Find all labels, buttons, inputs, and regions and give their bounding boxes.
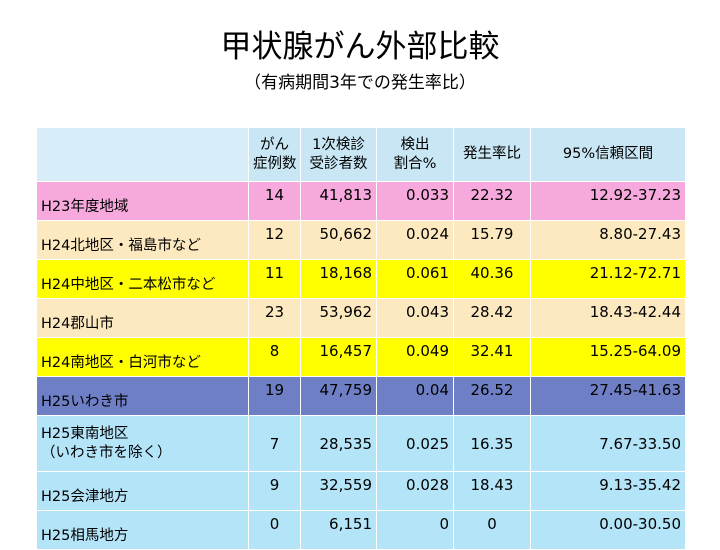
cell-detection-rate: 0: [376, 510, 454, 550]
cell-detection-rate: 0.028: [376, 471, 454, 511]
cell-confidence-interval: 9.13-35.42: [530, 471, 686, 511]
cell-detection-rate: 0.025: [376, 415, 454, 472]
cell-incidence-ratio: 15.79: [453, 220, 531, 260]
header-incidence-ratio: 発生率比: [453, 127, 531, 182]
cell-incidence-ratio: 40.36: [453, 259, 531, 299]
cell-confidence-interval: 0.00-30.50: [530, 510, 686, 550]
cell-examinees: 28,535: [300, 415, 377, 472]
cell-confidence-interval: 21.12-72.71: [530, 259, 686, 299]
cell-incidence-ratio: 16.35: [453, 415, 531, 472]
cell-confidence-interval: 7.67-33.50: [530, 415, 686, 472]
table-row: H24北地区・福島市など 12 50,662 0.024 15.79 8.80-27.43: [36, 220, 686, 260]
header-confidence-interval: 95%信頼区間: [530, 127, 686, 182]
cell-detection-rate: 0.04: [376, 376, 454, 416]
cell-confidence-interval: 18.43-42.44: [530, 298, 686, 338]
cell-incidence-ratio: 28.42: [453, 298, 531, 338]
cell-incidence-ratio: 18.43: [453, 471, 531, 511]
cell-cases: 11: [248, 259, 301, 299]
table-row: H24中地区・二本松市など 11 18,168 0.061 40.36 21.12-72.…: [36, 259, 686, 299]
cell-region: H25いわき市: [36, 376, 249, 416]
table-row: H25東南地区 （いわき市を除く） 7 28,535 0.025 16.35 7.67-33…: [36, 415, 686, 472]
comparison-table: がん 症例数 1次検診 受診者数 検出 割合% 発生率比 95%信頼区間 H23年度地…: [36, 127, 686, 550]
cell-incidence-ratio: 0: [453, 510, 531, 550]
cell-confidence-interval: 27.45-41.63: [530, 376, 686, 416]
cell-cases: 23: [248, 298, 301, 338]
header-detection-rate: 検出 割合%: [376, 127, 454, 182]
cell-detection-rate: 0.049: [376, 337, 454, 377]
cell-examinees: 18,168: [300, 259, 377, 299]
cell-detection-rate: 0.024: [376, 220, 454, 260]
table-row: H25会津地方 9 32,559 0.028 18.43 9.13-35.42: [36, 471, 686, 511]
cell-detection-rate: 0.061: [376, 259, 454, 299]
cell-incidence-ratio: 26.52: [453, 376, 531, 416]
cell-cases: 12: [248, 220, 301, 260]
table-row: H24南地区・白河市など 8 16,457 0.049 32.41 15.25-64.09: [36, 337, 686, 377]
header-examinees: 1次検診 受診者数: [300, 127, 377, 182]
cell-incidence-ratio: 32.41: [453, 337, 531, 377]
cell-detection-rate: 0.043: [376, 298, 454, 338]
table-header-row: がん 症例数 1次検診 受診者数 検出 割合% 発生率比 95%信頼区間: [36, 127, 686, 182]
cell-region: H25相馬地方: [36, 510, 249, 550]
cell-cases: 7: [248, 415, 301, 472]
cell-region: H24郡山市: [36, 298, 249, 338]
cell-examinees: 6,151: [300, 510, 377, 550]
cell-region: H23年度地域: [36, 181, 249, 221]
cell-incidence-ratio: 22.32: [453, 181, 531, 221]
cell-region: H25会津地方: [36, 471, 249, 511]
cell-examinees: 50,662: [300, 220, 377, 260]
cell-examinees: 16,457: [300, 337, 377, 377]
cell-region: H24北地区・福島市など: [36, 220, 249, 260]
cell-cases: 9: [248, 471, 301, 511]
table-row: H25相馬地方 0 6,151 0 0 0.00-30.50: [36, 510, 686, 550]
cell-cases: 0: [248, 510, 301, 550]
cell-examinees: 41,813: [300, 181, 377, 221]
header-region: [36, 127, 249, 182]
cell-examinees: 53,962: [300, 298, 377, 338]
slide-title: 甲状腺がん外部比較: [220, 29, 500, 65]
table-row: H23年度地域 14 41,813 0.033 22.32 12.92-37.23: [36, 181, 686, 221]
cell-examinees: 47,759: [300, 376, 377, 416]
cell-region: H24南地区・白河市など: [36, 337, 249, 377]
cell-region: H25東南地区 （いわき市を除く）: [36, 415, 249, 472]
cell-confidence-interval: 12.92-37.23: [530, 181, 686, 221]
cell-confidence-interval: 8.80-27.43: [530, 220, 686, 260]
cell-cases: 8: [248, 337, 301, 377]
slide-subtitle: （有病期間3年での発生率比）: [244, 73, 476, 93]
cell-cases: 14: [248, 181, 301, 221]
table-row: H25いわき市 19 47,759 0.04 26.52 27.45-41.63: [36, 376, 686, 416]
cell-region: H24中地区・二本松市など: [36, 259, 249, 299]
cell-confidence-interval: 15.25-64.09: [530, 337, 686, 377]
table-row: H24郡山市 23 53,962 0.043 28.42 18.43-42.44: [36, 298, 686, 338]
cell-detection-rate: 0.033: [376, 181, 454, 221]
cell-cases: 19: [248, 376, 301, 416]
cell-examinees: 32,559: [300, 471, 377, 511]
header-cases: がん 症例数: [248, 127, 301, 182]
